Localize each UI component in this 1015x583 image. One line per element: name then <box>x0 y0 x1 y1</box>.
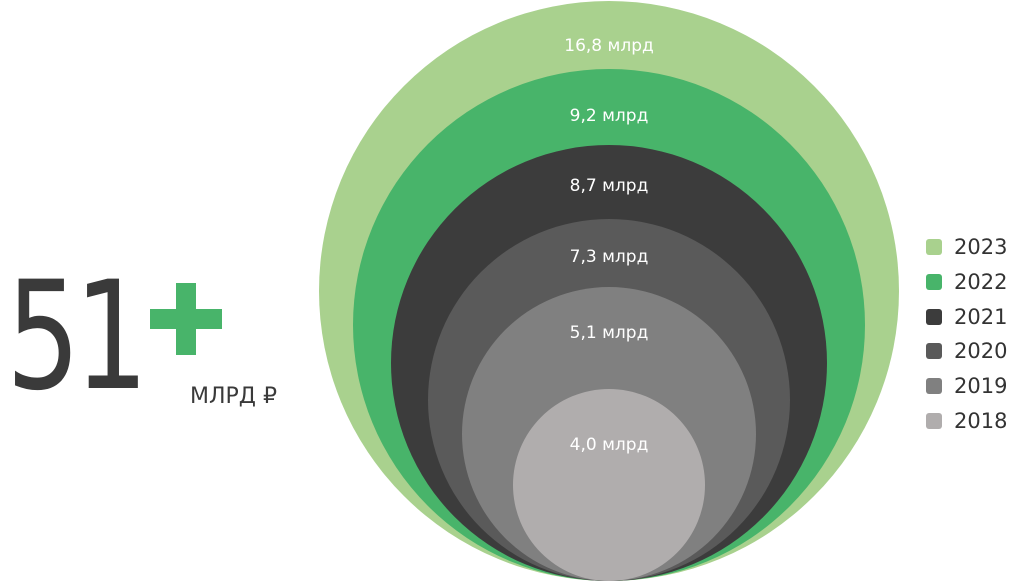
plus-icon <box>150 283 222 355</box>
legend-swatch <box>926 239 942 255</box>
total-unit: МЛРД ₽ <box>190 384 277 409</box>
legend-swatch <box>926 308 942 325</box>
bubble-label-2023: 16,8 млрд <box>564 36 654 56</box>
legend-item-2018: 2018 <box>926 408 1011 443</box>
legend-swatch <box>926 378 942 395</box>
legend-swatch <box>926 273 942 290</box>
legend-item-2019: 2019 <box>926 373 1011 408</box>
bubble-label-2019: 5,1 млрд <box>570 323 649 343</box>
total-amount: 51 <box>6 250 149 424</box>
bubble-label-2018: 4,0 млрд <box>570 435 649 455</box>
legend-item-2022: 2022 <box>926 269 1011 304</box>
legend-label: 2022 <box>954 269 1008 294</box>
legend-swatch <box>926 343 942 360</box>
legend-item-2023: 2023 <box>926 234 1011 269</box>
legend-label: 2021 <box>954 304 1008 329</box>
bubble-label-2020: 7,3 млрд <box>570 247 649 267</box>
bubble-label-2021: 8,7 млрд <box>570 176 649 196</box>
legend-item-2020: 2020 <box>926 338 1011 373</box>
bubble-2018 <box>513 389 705 581</box>
legend-item-2021: 2021 <box>926 304 1011 339</box>
legend-label: 2019 <box>954 374 1008 399</box>
legend-label: 2023 <box>954 235 1008 259</box>
bubble-label-2022: 9,2 млрд <box>570 106 649 126</box>
legend-label: 2018 <box>954 408 1008 433</box>
legend-label: 2020 <box>954 339 1008 364</box>
legend-swatch <box>926 412 942 429</box>
chart-legend: 2023 2022 2021 2020 2019 2018 <box>926 234 1011 443</box>
